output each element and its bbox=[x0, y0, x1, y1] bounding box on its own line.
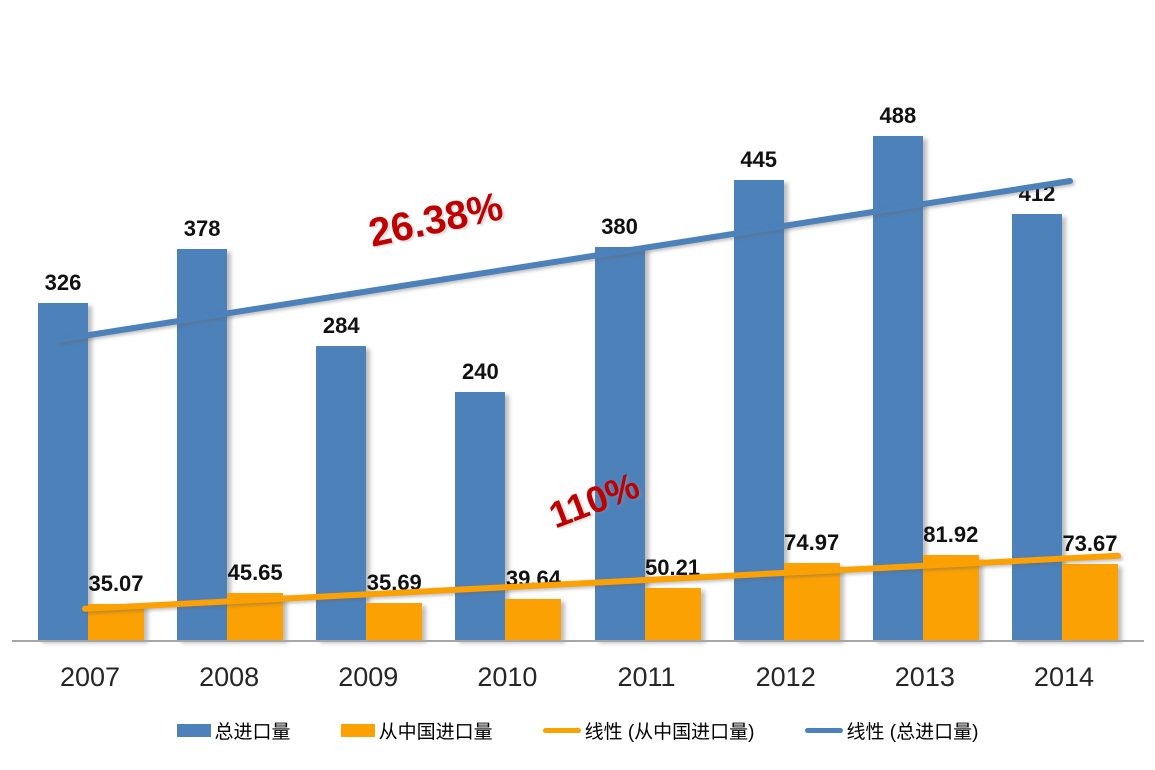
bar-总进口量-2013 bbox=[872, 135, 923, 640]
bar-label-总进口量-2013: 488 bbox=[879, 102, 917, 128]
bar-label-总进口量-2010: 240 bbox=[462, 358, 499, 384]
bar-从中国进口量-2009 bbox=[366, 603, 423, 640]
x-axis-label-2007: 2007 bbox=[59, 662, 121, 692]
bar-label-从中国进口量-2010: 39.64 bbox=[505, 566, 561, 592]
legend-label: 线性 (总进口量) bbox=[846, 721, 979, 743]
bar-总进口量-2012 bbox=[733, 180, 784, 640]
bar-label-从中国进口量-2009: 35.69 bbox=[366, 570, 422, 596]
bar-label-总进口量-2007: 326 bbox=[44, 270, 82, 295]
x-axis-line bbox=[12, 640, 1144, 642]
bar-label-总进口量-2014: 412 bbox=[1018, 181, 1056, 207]
legend-label: 线性 (从中国进口量) bbox=[584, 721, 755, 743]
bar-label-从中国进口量-2011: 50.21 bbox=[645, 555, 701, 581]
bar-label-从中国进口量-2013: 81.92 bbox=[923, 522, 979, 548]
legend-swatch-bar-总进口量 bbox=[176, 723, 211, 737]
bar-总进口量-2009 bbox=[316, 346, 367, 640]
bar-从中国进口量-2014 bbox=[1061, 563, 1118, 640]
x-axis-label-2010: 2010 bbox=[477, 662, 538, 692]
x-axis-label-2011: 2011 bbox=[617, 662, 676, 692]
bar-label-总进口量-2008: 378 bbox=[183, 216, 221, 242]
bar-label-从中国进口量-2012: 74.97 bbox=[784, 529, 840, 555]
bar-label-总进口量-2011: 380 bbox=[601, 214, 638, 240]
bar-label-总进口量-2009: 284 bbox=[322, 313, 360, 339]
bar-总进口量-2008 bbox=[177, 249, 228, 640]
x-axis-label-2012: 2012 bbox=[755, 662, 816, 692]
bar-从中国进口量-2010 bbox=[505, 599, 562, 640]
legend-swatch-line-线性 (从中国进口量) bbox=[542, 727, 581, 733]
legend-item-线性 (从中国进口量): 线性 (从中国进口量) bbox=[542, 717, 755, 744]
x-axis-label-2008: 2008 bbox=[199, 662, 260, 692]
annotation-total-growth: 26.38% bbox=[364, 184, 507, 256]
bar-从中国进口量-2007 bbox=[88, 603, 144, 640]
bar-总进口量-2010 bbox=[455, 391, 506, 640]
bar-总进口量-2014 bbox=[1011, 214, 1062, 640]
legend-item-总进口量: 总进口量 bbox=[176, 717, 291, 744]
legend-item-从中国进口量: 从中国进口量 bbox=[340, 717, 493, 744]
bar-总进口量-2011 bbox=[594, 247, 645, 640]
x-axis-label-2014: 2014 bbox=[1033, 662, 1095, 692]
bar-总进口量-2007 bbox=[38, 303, 88, 640]
bar-label-从中国进口量-2008: 45.65 bbox=[227, 559, 283, 585]
x-axis-label-2009: 2009 bbox=[338, 662, 399, 692]
bar-从中国进口量-2012 bbox=[783, 562, 840, 640]
legend-label: 总进口量 bbox=[214, 721, 291, 743]
x-axis-label-2013: 2013 bbox=[894, 662, 955, 692]
legend: 总进口量 从中国进口量 线性 (从中国进口量) 线性 (总进口量) bbox=[0, 706, 1155, 754]
bar-label-从中国进口量-2007: 35.07 bbox=[88, 570, 144, 596]
legend-swatch-line-线性 (总进口量) bbox=[804, 727, 843, 733]
bar-label-从中国进口量-2014: 73.67 bbox=[1062, 530, 1118, 556]
bar-从中国进口量-2013 bbox=[922, 555, 979, 640]
bar-从中国进口量-2008 bbox=[227, 592, 284, 640]
bar-label-总进口量-2012: 445 bbox=[740, 147, 778, 172]
bar-从中国进口量-2011 bbox=[644, 588, 701, 640]
legend-label: 从中国进口量 bbox=[378, 721, 493, 743]
legend-swatch-bar-从中国进口量 bbox=[340, 723, 375, 737]
legend-item-线性 (总进口量): 线性 (总进口量) bbox=[804, 717, 979, 744]
